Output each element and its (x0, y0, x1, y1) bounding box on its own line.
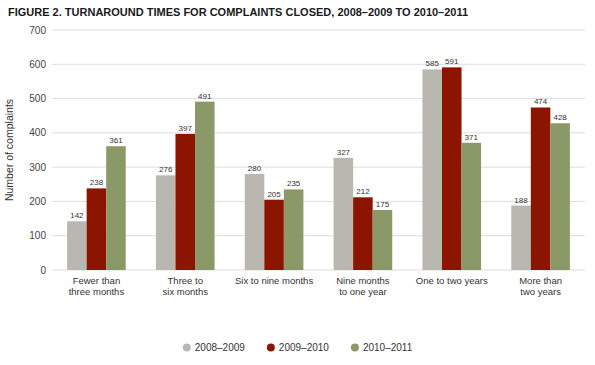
bar (550, 123, 570, 270)
data-label: 175 (376, 200, 390, 209)
bar (531, 107, 551, 270)
bar (67, 221, 87, 270)
bar (264, 200, 284, 270)
x-tick-label: More thantwo years (519, 275, 562, 297)
y-tick-label: 200 (29, 196, 46, 207)
data-label: 280 (248, 164, 262, 173)
bar (106, 146, 126, 270)
bar (284, 189, 304, 270)
y-tick-label: 700 (29, 25, 46, 36)
data-label: 276 (159, 165, 173, 174)
x-tick-label: One to two years (416, 275, 488, 286)
legend-label: 2010–2011 (363, 342, 413, 353)
data-label: 591 (445, 57, 459, 66)
grid (52, 30, 585, 270)
grid-line (52, 235, 585, 236)
grid-line (52, 270, 585, 271)
data-label: 361 (109, 136, 123, 145)
grid-line (52, 201, 585, 202)
data-label: 371 (465, 133, 479, 142)
grid-line (52, 167, 585, 168)
legend-marker (351, 344, 359, 352)
bar (245, 174, 265, 270)
y-tick-label: 600 (29, 59, 46, 70)
y-tick-label: 100 (29, 230, 46, 241)
data-label: 397 (179, 124, 193, 133)
bars (67, 67, 570, 270)
data-label: 491 (198, 92, 212, 101)
x-tick-label: Fewer thanthree months (69, 275, 125, 297)
bar (462, 143, 482, 270)
grid-line (52, 132, 585, 133)
data-label: 327 (337, 148, 351, 157)
bar (373, 210, 393, 270)
data-label: 585 (426, 59, 440, 68)
bar (195, 102, 215, 270)
x-tick-label: Nine monthsto one year (336, 275, 390, 297)
bar (442, 67, 462, 270)
y-tick-label: 300 (29, 162, 46, 173)
data-labels: 142 276 280 327 585 188 238 397 205 212 591 474 361 4… (70, 57, 567, 220)
data-label: 142 (70, 211, 84, 220)
x-tick-label: Six to nine months (235, 275, 313, 286)
data-label: 205 (267, 190, 281, 199)
grid-line (52, 30, 585, 31)
legend-marker (183, 344, 191, 352)
data-label: 474 (534, 97, 548, 106)
title: FIGURE 2. TURNAROUND TIMES FOR COMPLAINT… (8, 6, 468, 18)
bar (353, 197, 373, 270)
y-tick-label: 0 (40, 265, 46, 276)
data-label: 428 (553, 113, 567, 122)
y-axis-label: Number of complaints (3, 99, 15, 201)
bar (156, 175, 176, 270)
legend-marker (267, 344, 275, 352)
grid-line (52, 64, 585, 65)
legend-label: 2009–2010 (279, 342, 329, 353)
legend: 2008–2009 2009–2010 2010–2011 (183, 342, 413, 353)
data-label: 188 (514, 196, 528, 205)
grid-line (52, 98, 585, 99)
y-tick-label: 400 (29, 127, 46, 138)
bar (511, 206, 531, 270)
bar (87, 188, 107, 270)
bar (175, 134, 195, 270)
bar (334, 158, 354, 270)
data-label: 235 (287, 179, 301, 188)
bar (422, 69, 442, 270)
data-label: 212 (356, 187, 370, 196)
chart: FIGURE 2. TURNAROUND TIMES FOR COMPLAINT… (0, 0, 595, 365)
x-tick-label: Three tosix months (163, 275, 209, 297)
data-label: 238 (90, 178, 104, 187)
y-tick-label: 500 (29, 93, 46, 104)
legend-label: 2008–2009 (195, 342, 245, 353)
